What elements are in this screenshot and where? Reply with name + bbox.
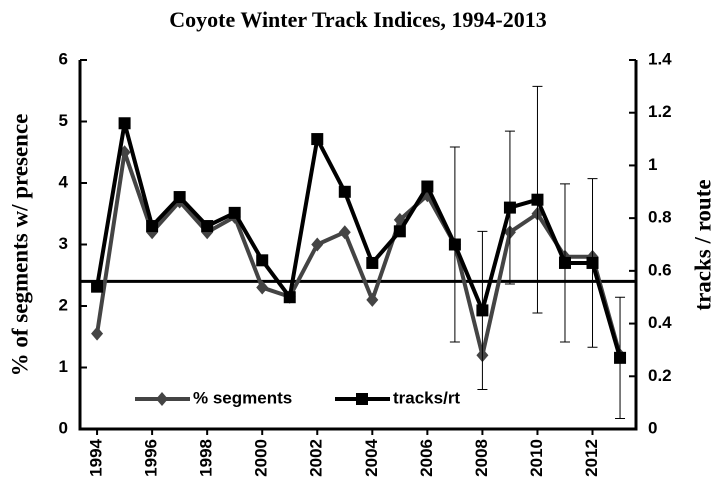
x-tick-label: 2006: [417, 439, 436, 477]
marker: [421, 180, 434, 193]
marker: [366, 256, 379, 269]
y2-axis-title: tracks / route: [690, 179, 715, 310]
x-tick-label: 2000: [252, 439, 271, 477]
marker: [531, 193, 544, 206]
marker: [338, 225, 351, 240]
x-tick-label: 2004: [362, 438, 381, 476]
y2-tick-label: 1.4: [648, 49, 672, 68]
marker: [173, 191, 186, 204]
legend-label: % segments: [193, 388, 292, 407]
x-tick-label: 1996: [142, 439, 161, 477]
chart-title: Coyote Winter Track Indices, 1994-2013: [169, 7, 546, 32]
axes: [78, 60, 638, 431]
marker: [311, 237, 324, 252]
marker: [256, 254, 269, 267]
y2-tick-label: 0: [648, 418, 657, 437]
marker: [586, 256, 599, 269]
x-tick-label: 2002: [307, 439, 326, 477]
marker: [338, 185, 351, 198]
marker: [448, 238, 461, 251]
y-tick-label: 3: [59, 234, 68, 253]
legend-marker: [356, 393, 368, 405]
legend-label: tracks/rt: [393, 388, 460, 407]
marker: [91, 280, 104, 293]
marker: [393, 225, 406, 238]
x-tick-label: 2008: [472, 439, 491, 477]
marker: [146, 220, 159, 233]
marker: [558, 256, 571, 269]
x-tick-label: 2012: [582, 439, 601, 477]
y2-tick-label: 1.2: [648, 102, 672, 121]
marker: [503, 201, 516, 214]
marker: [311, 133, 324, 146]
y-tick-label: 0: [59, 418, 68, 437]
x-tick-label: 2010: [527, 439, 546, 477]
y-tick-label: 4: [59, 172, 69, 191]
y2-tick-label: 0.8: [648, 208, 672, 227]
y-tick-label: 2: [59, 295, 68, 314]
legend-marker: [156, 392, 168, 406]
y-tick-label: 1: [59, 357, 68, 376]
y-tick-label: 5: [59, 111, 68, 130]
y-axis-title: % of segments w/ presence: [7, 114, 32, 377]
y2-tick-label: 1: [648, 155, 657, 174]
marker: [256, 280, 269, 295]
series-line: [95, 121, 622, 359]
x-tick-label: 1998: [197, 439, 216, 477]
series-line: [95, 150, 622, 358]
marker: [201, 220, 214, 233]
marker: [91, 326, 104, 341]
marker: [118, 117, 131, 130]
y2-tick-label: 0.6: [648, 260, 672, 279]
marker: [228, 206, 241, 219]
marker: [283, 291, 296, 304]
marker: [614, 351, 627, 364]
y2-tick-label: 0.2: [648, 366, 672, 385]
y2-tick-label: 0.4: [648, 313, 672, 332]
marker: [476, 304, 489, 317]
x-tick-label: 1994: [87, 438, 106, 476]
marker: [366, 292, 379, 307]
y-tick-label: 6: [59, 49, 68, 68]
